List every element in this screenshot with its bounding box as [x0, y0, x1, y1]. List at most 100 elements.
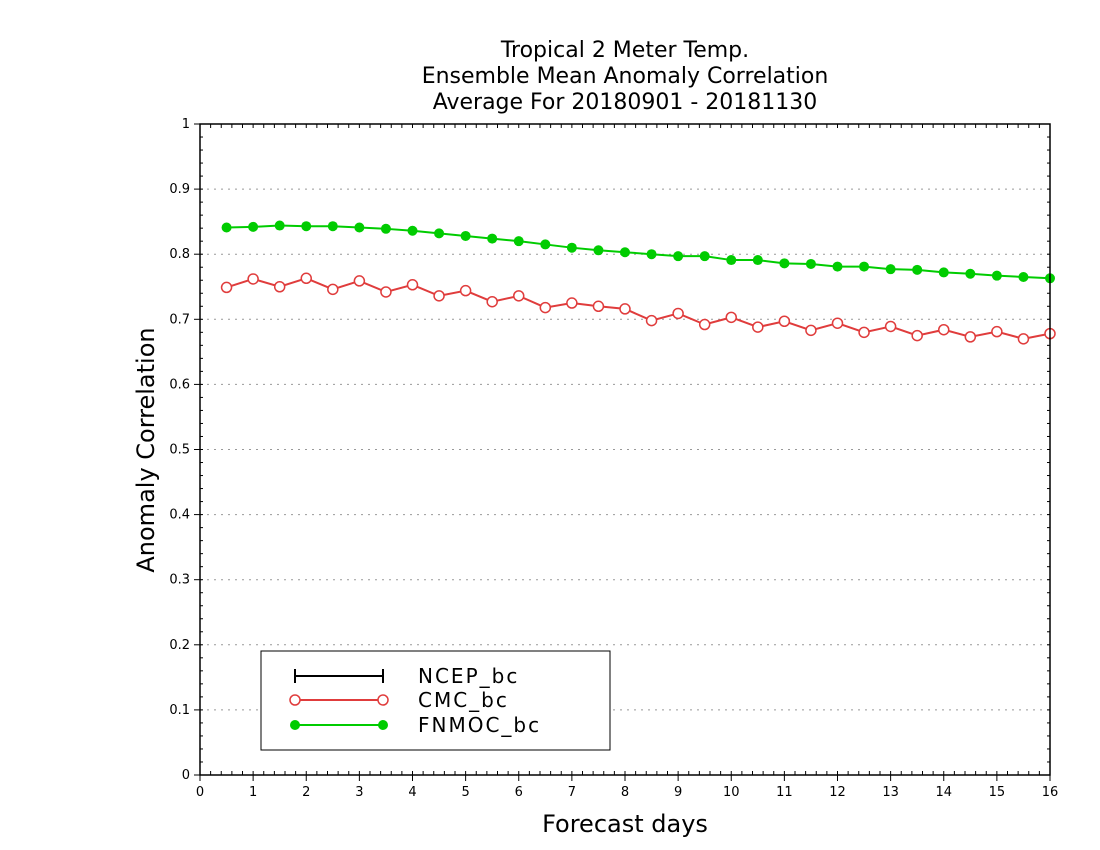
data-point-fnmoc-bc	[779, 258, 790, 269]
x-tick-label: 13	[882, 785, 899, 800]
data-point-cmc-bc	[220, 281, 233, 294]
plot-area-frame	[199, 123, 1051, 776]
data-point-fnmoc-bc	[832, 261, 843, 272]
data-point-cmc-bc	[831, 317, 844, 329]
y-tick-label: 0.8	[169, 247, 190, 262]
data-point-fnmoc-bc	[593, 245, 604, 256]
data-point-cmc-bc	[672, 307, 684, 320]
data-point-fnmoc-bc	[407, 225, 418, 236]
y-tick-label: 0.1	[169, 703, 190, 718]
y-tick-label: 0.6	[169, 377, 190, 392]
data-point-cmc-bc	[433, 290, 445, 302]
x-tick-label: 6	[515, 785, 523, 800]
data-point-cmc-bc	[1017, 333, 1030, 345]
y-axis-label: Anomaly Correlation	[132, 327, 160, 572]
data-point-cmc-bc	[911, 329, 923, 342]
data-point-fnmoc-bc	[221, 222, 232, 233]
legend-entry-cmc: CMC_bc	[289, 688, 509, 712]
data-point-cmc-bc	[991, 325, 1003, 338]
x-tick-label: 15	[989, 785, 1006, 800]
x-tick-label: 9	[674, 785, 682, 800]
data-point-cmc-bc	[645, 314, 658, 327]
data-point-fnmoc-bc	[434, 228, 445, 239]
legend: NCEP_bc CMC_bc FNMOC_bc	[260, 650, 611, 751]
series-lines	[220, 220, 1056, 345]
legend-ncep-label: NCEP_bc	[418, 664, 519, 688]
data-point-cmc-bc	[353, 275, 366, 287]
data-point-fnmoc-bc	[327, 221, 338, 232]
x-tick-label: 12	[829, 785, 846, 800]
x-tick-label: 10	[723, 785, 740, 800]
data-point-cmc-bc	[539, 301, 552, 314]
data-point-cmc-bc	[964, 331, 977, 343]
data-point-fnmoc-bc	[354, 222, 365, 233]
chart-title: Tropical 2 Meter Temp. Ensemble Mean Ano…	[422, 38, 829, 115]
legend-cmc-marker-right	[377, 694, 389, 706]
data-point-fnmoc-bc	[301, 221, 312, 232]
data-point-fnmoc-bc	[380, 223, 391, 234]
gridlines	[200, 188, 1050, 711]
y-tick-label: 0.9	[169, 182, 190, 197]
data-point-fnmoc-bc	[513, 236, 524, 247]
data-point-fnmoc-bc	[248, 221, 259, 232]
y-tick-label: 0.7	[169, 312, 190, 327]
data-point-fnmoc-bc	[991, 270, 1002, 281]
data-point-fnmoc-bc	[912, 264, 923, 275]
data-point-cmc-bc	[273, 281, 286, 293]
x-tick-label: 3	[355, 785, 363, 800]
data-point-fnmoc-bc	[673, 251, 684, 262]
data-point-cmc-bc	[459, 284, 472, 297]
data-point-fnmoc-bc	[487, 233, 498, 244]
data-point-fnmoc-bc	[460, 230, 471, 241]
data-point-fnmoc-bc	[540, 239, 551, 250]
chart-title-line-3: Average For 20180901 - 20181130	[433, 90, 818, 115]
y-tick-label: 0.3	[169, 573, 190, 588]
data-point-fnmoc-bc	[965, 268, 976, 279]
data-point-cmc-bc	[406, 279, 419, 291]
data-point-fnmoc-bc	[752, 255, 763, 266]
data-point-cmc-bc	[327, 283, 339, 296]
chart-title-line-1: Tropical 2 Meter Temp.	[500, 38, 749, 63]
data-point-cmc-bc	[619, 303, 631, 315]
x-tick-label: 2	[302, 785, 310, 800]
data-point-fnmoc-bc	[726, 255, 737, 266]
data-point-cmc-bc	[300, 272, 312, 285]
x-tick-label: 16	[1042, 785, 1059, 800]
data-point-fnmoc-bc	[859, 261, 870, 272]
y-tick-label: 0.4	[169, 508, 190, 523]
y-tick-label: 0.2	[169, 638, 190, 653]
y-tick-label: 0.5	[169, 443, 190, 458]
data-point-cmc-bc	[247, 273, 259, 285]
legend-cmc-label: CMC_bc	[418, 688, 509, 712]
data-point-cmc-bc	[725, 311, 737, 324]
x-tick-label: 5	[461, 785, 469, 800]
data-point-cmc-bc	[858, 326, 870, 339]
series-line-cmc-bc	[226, 277, 1051, 340]
data-point-fnmoc-bc	[699, 251, 710, 262]
data-point-cmc-bc	[592, 300, 605, 313]
legend-fnmoc-label: FNMOC_bc	[418, 713, 541, 737]
x-tick-label: 4	[408, 785, 416, 800]
data-point-fnmoc-bc	[274, 220, 285, 231]
data-point-cmc-bc	[938, 323, 950, 336]
x-tick-label: 7	[568, 785, 576, 800]
y-tick-label: 0	[182, 768, 190, 783]
data-point-fnmoc-bc	[885, 264, 896, 275]
x-tick-label: 11	[776, 785, 793, 800]
chart-title-line-2: Ensemble Mean Anomaly Correlation	[422, 64, 829, 89]
x-tick-label: 0	[196, 785, 204, 800]
legend-entry-fnmoc: FNMOC_bc	[290, 713, 541, 737]
legend-fnmoc-marker-right	[378, 720, 388, 730]
data-point-cmc-bc	[380, 286, 392, 298]
data-point-cmc-bc	[884, 320, 897, 333]
data-point-cmc-bc	[698, 318, 711, 331]
legend-cmc-marker-left	[289, 694, 301, 706]
data-point-cmc-bc	[805, 324, 817, 337]
x-tick-label: 14	[935, 785, 952, 800]
data-point-cmc-bc	[513, 290, 525, 302]
x-tick-label: 1	[249, 785, 257, 800]
series-line-fnmoc-bc	[226, 224, 1051, 280]
legend-entry-ncep: NCEP_bc	[294, 664, 519, 688]
data-point-fnmoc-bc	[620, 247, 630, 258]
